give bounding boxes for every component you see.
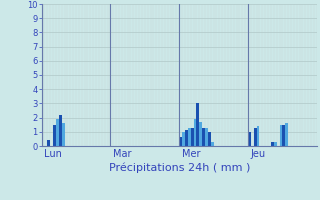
Bar <box>191 128 194 146</box>
Bar <box>257 126 260 146</box>
Bar <box>56 119 59 146</box>
Bar <box>182 132 185 146</box>
Bar <box>208 132 211 146</box>
Bar <box>188 128 191 146</box>
Bar <box>196 103 199 146</box>
Bar <box>282 125 285 146</box>
Bar <box>53 125 56 146</box>
Bar <box>199 122 202 146</box>
Bar <box>205 128 208 146</box>
Bar <box>179 137 182 146</box>
Bar <box>285 123 288 146</box>
Bar <box>271 142 274 146</box>
Bar <box>248 132 251 146</box>
Bar <box>194 119 196 146</box>
Bar <box>202 128 205 146</box>
Bar <box>59 115 62 146</box>
Bar <box>185 130 188 146</box>
Bar <box>47 140 50 146</box>
Bar <box>280 125 282 146</box>
Bar <box>254 128 257 146</box>
Bar <box>62 123 65 146</box>
Bar <box>211 142 214 146</box>
Bar <box>274 142 277 146</box>
X-axis label: Précipitations 24h ( mm ): Précipitations 24h ( mm ) <box>108 163 250 173</box>
